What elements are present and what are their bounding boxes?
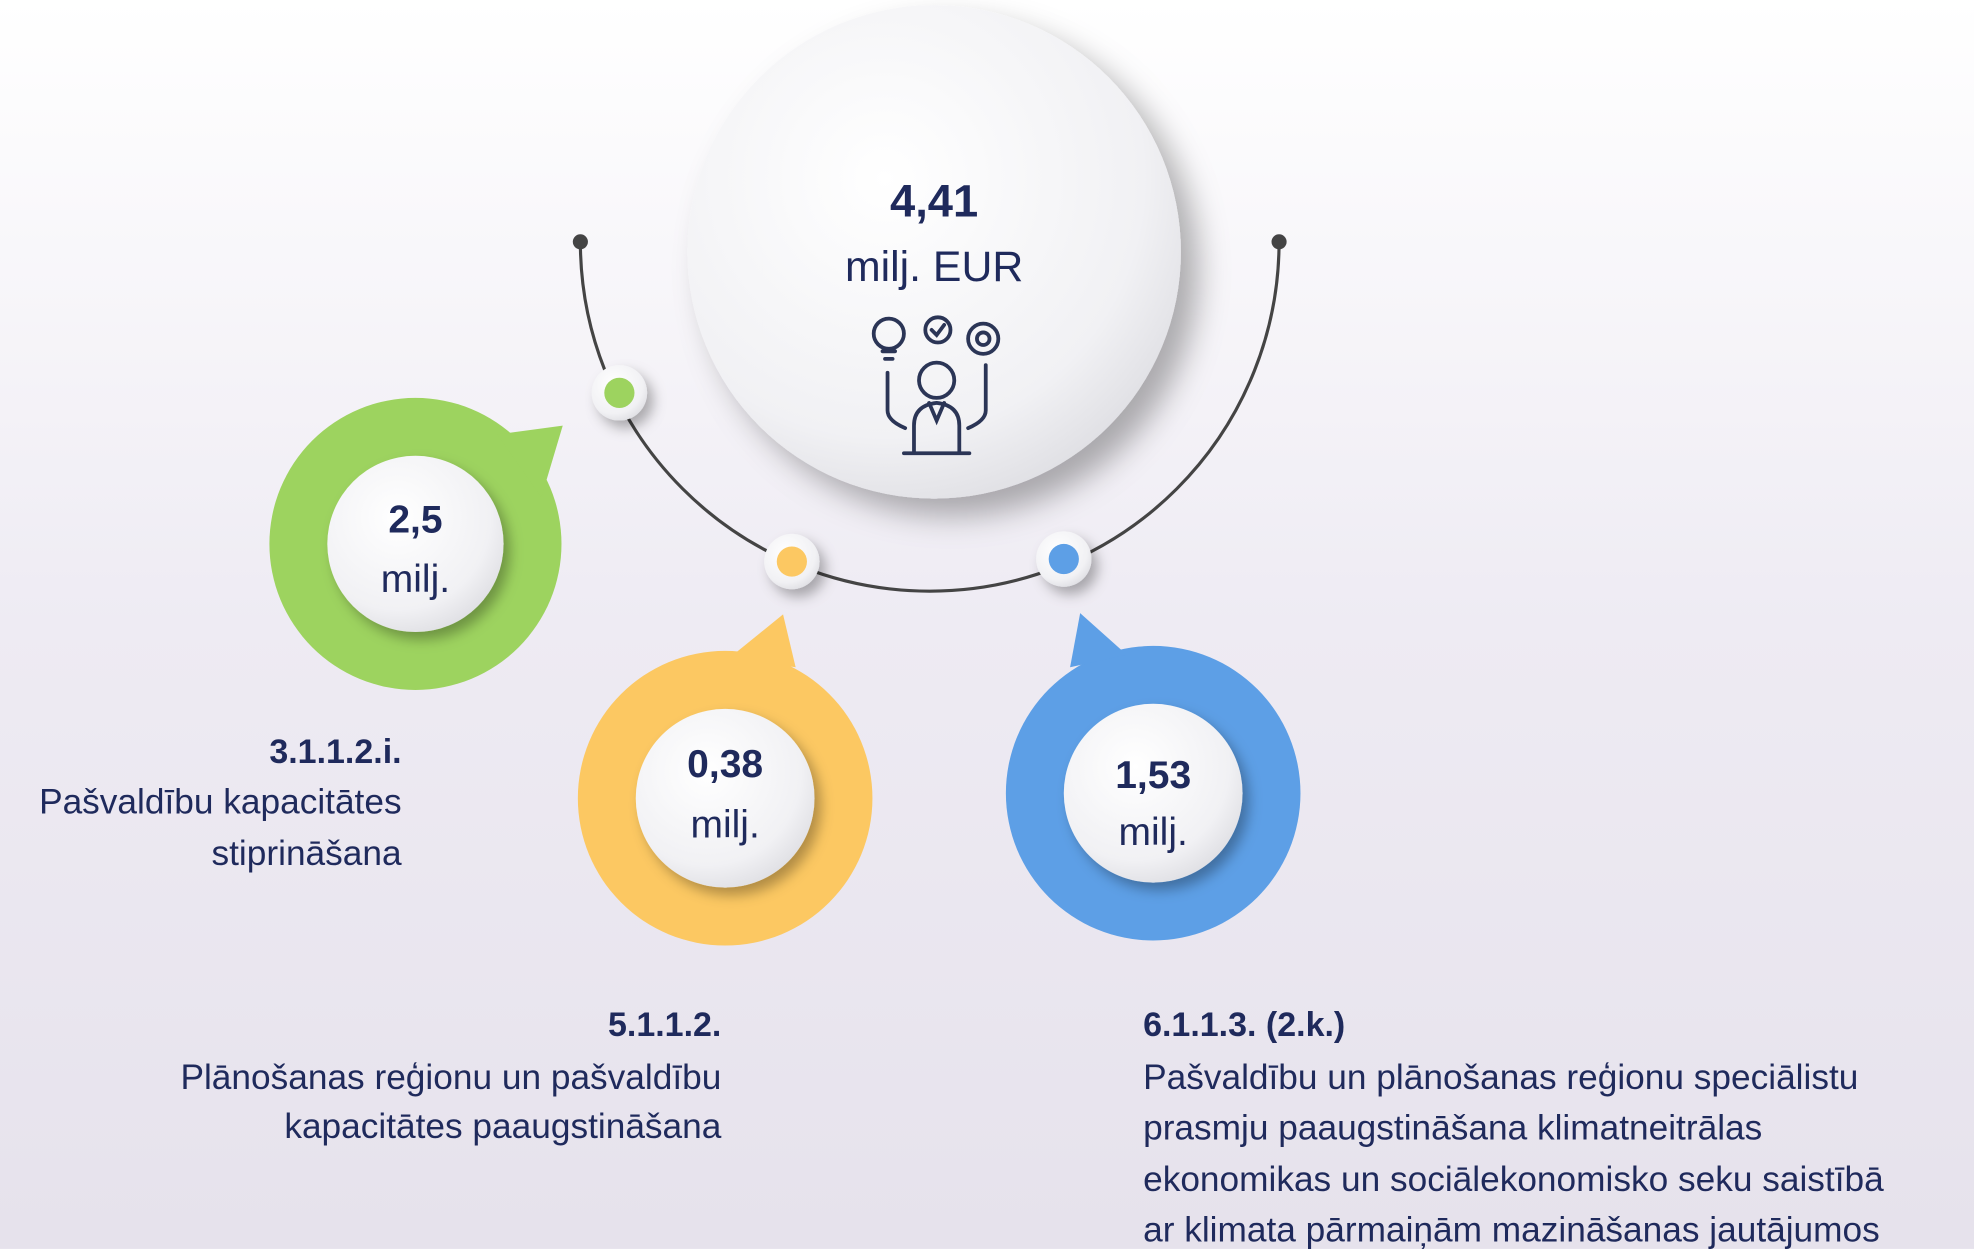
item-description: prasmju paaugstināšana klimatneitrālas [1143, 1108, 1762, 1147]
item-description: stiprināšana [212, 834, 402, 873]
item-description: Pašvaldību un plānošanas reģionu speciāl… [1143, 1058, 1858, 1097]
item-value: 1,53 [1115, 754, 1191, 797]
item-description: Pašvaldību kapacitātes [39, 782, 402, 821]
item-description: ekonomikas un sociālekonomisko seku sais… [1143, 1160, 1884, 1199]
item-description: Plānošanas reģionu un pašvaldību [180, 1058, 721, 1097]
center-circle [687, 5, 1181, 499]
arc-end [572, 234, 588, 250]
center-unit: milj. EUR [845, 243, 1023, 291]
arc-end [1271, 234, 1287, 250]
item-unit: milj. [1118, 811, 1187, 854]
item-unit: milj. [381, 558, 450, 601]
item-value: 0,38 [687, 743, 763, 786]
bubble-blue [1005, 613, 1301, 941]
item-unit: milj. [690, 803, 759, 846]
icon [871, 315, 1001, 456]
bubble-green [269, 397, 563, 690]
item-description: ar klimata pārmaiņām mazināšanas jautāju… [1143, 1210, 1880, 1249]
item-code: 3.1.1.2.i. [269, 733, 401, 771]
item-description: kapacitātes paaugstināšana [284, 1107, 721, 1146]
center-value: 4,41 [890, 176, 978, 227]
dots [591, 365, 1092, 590]
bubble-yellow [577, 614, 873, 946]
item-code: 6.1.1.3. (2.k.) [1143, 1006, 1345, 1044]
item-value: 2,5 [388, 499, 442, 542]
item-code: 5.1.1.2. [608, 1006, 721, 1044]
